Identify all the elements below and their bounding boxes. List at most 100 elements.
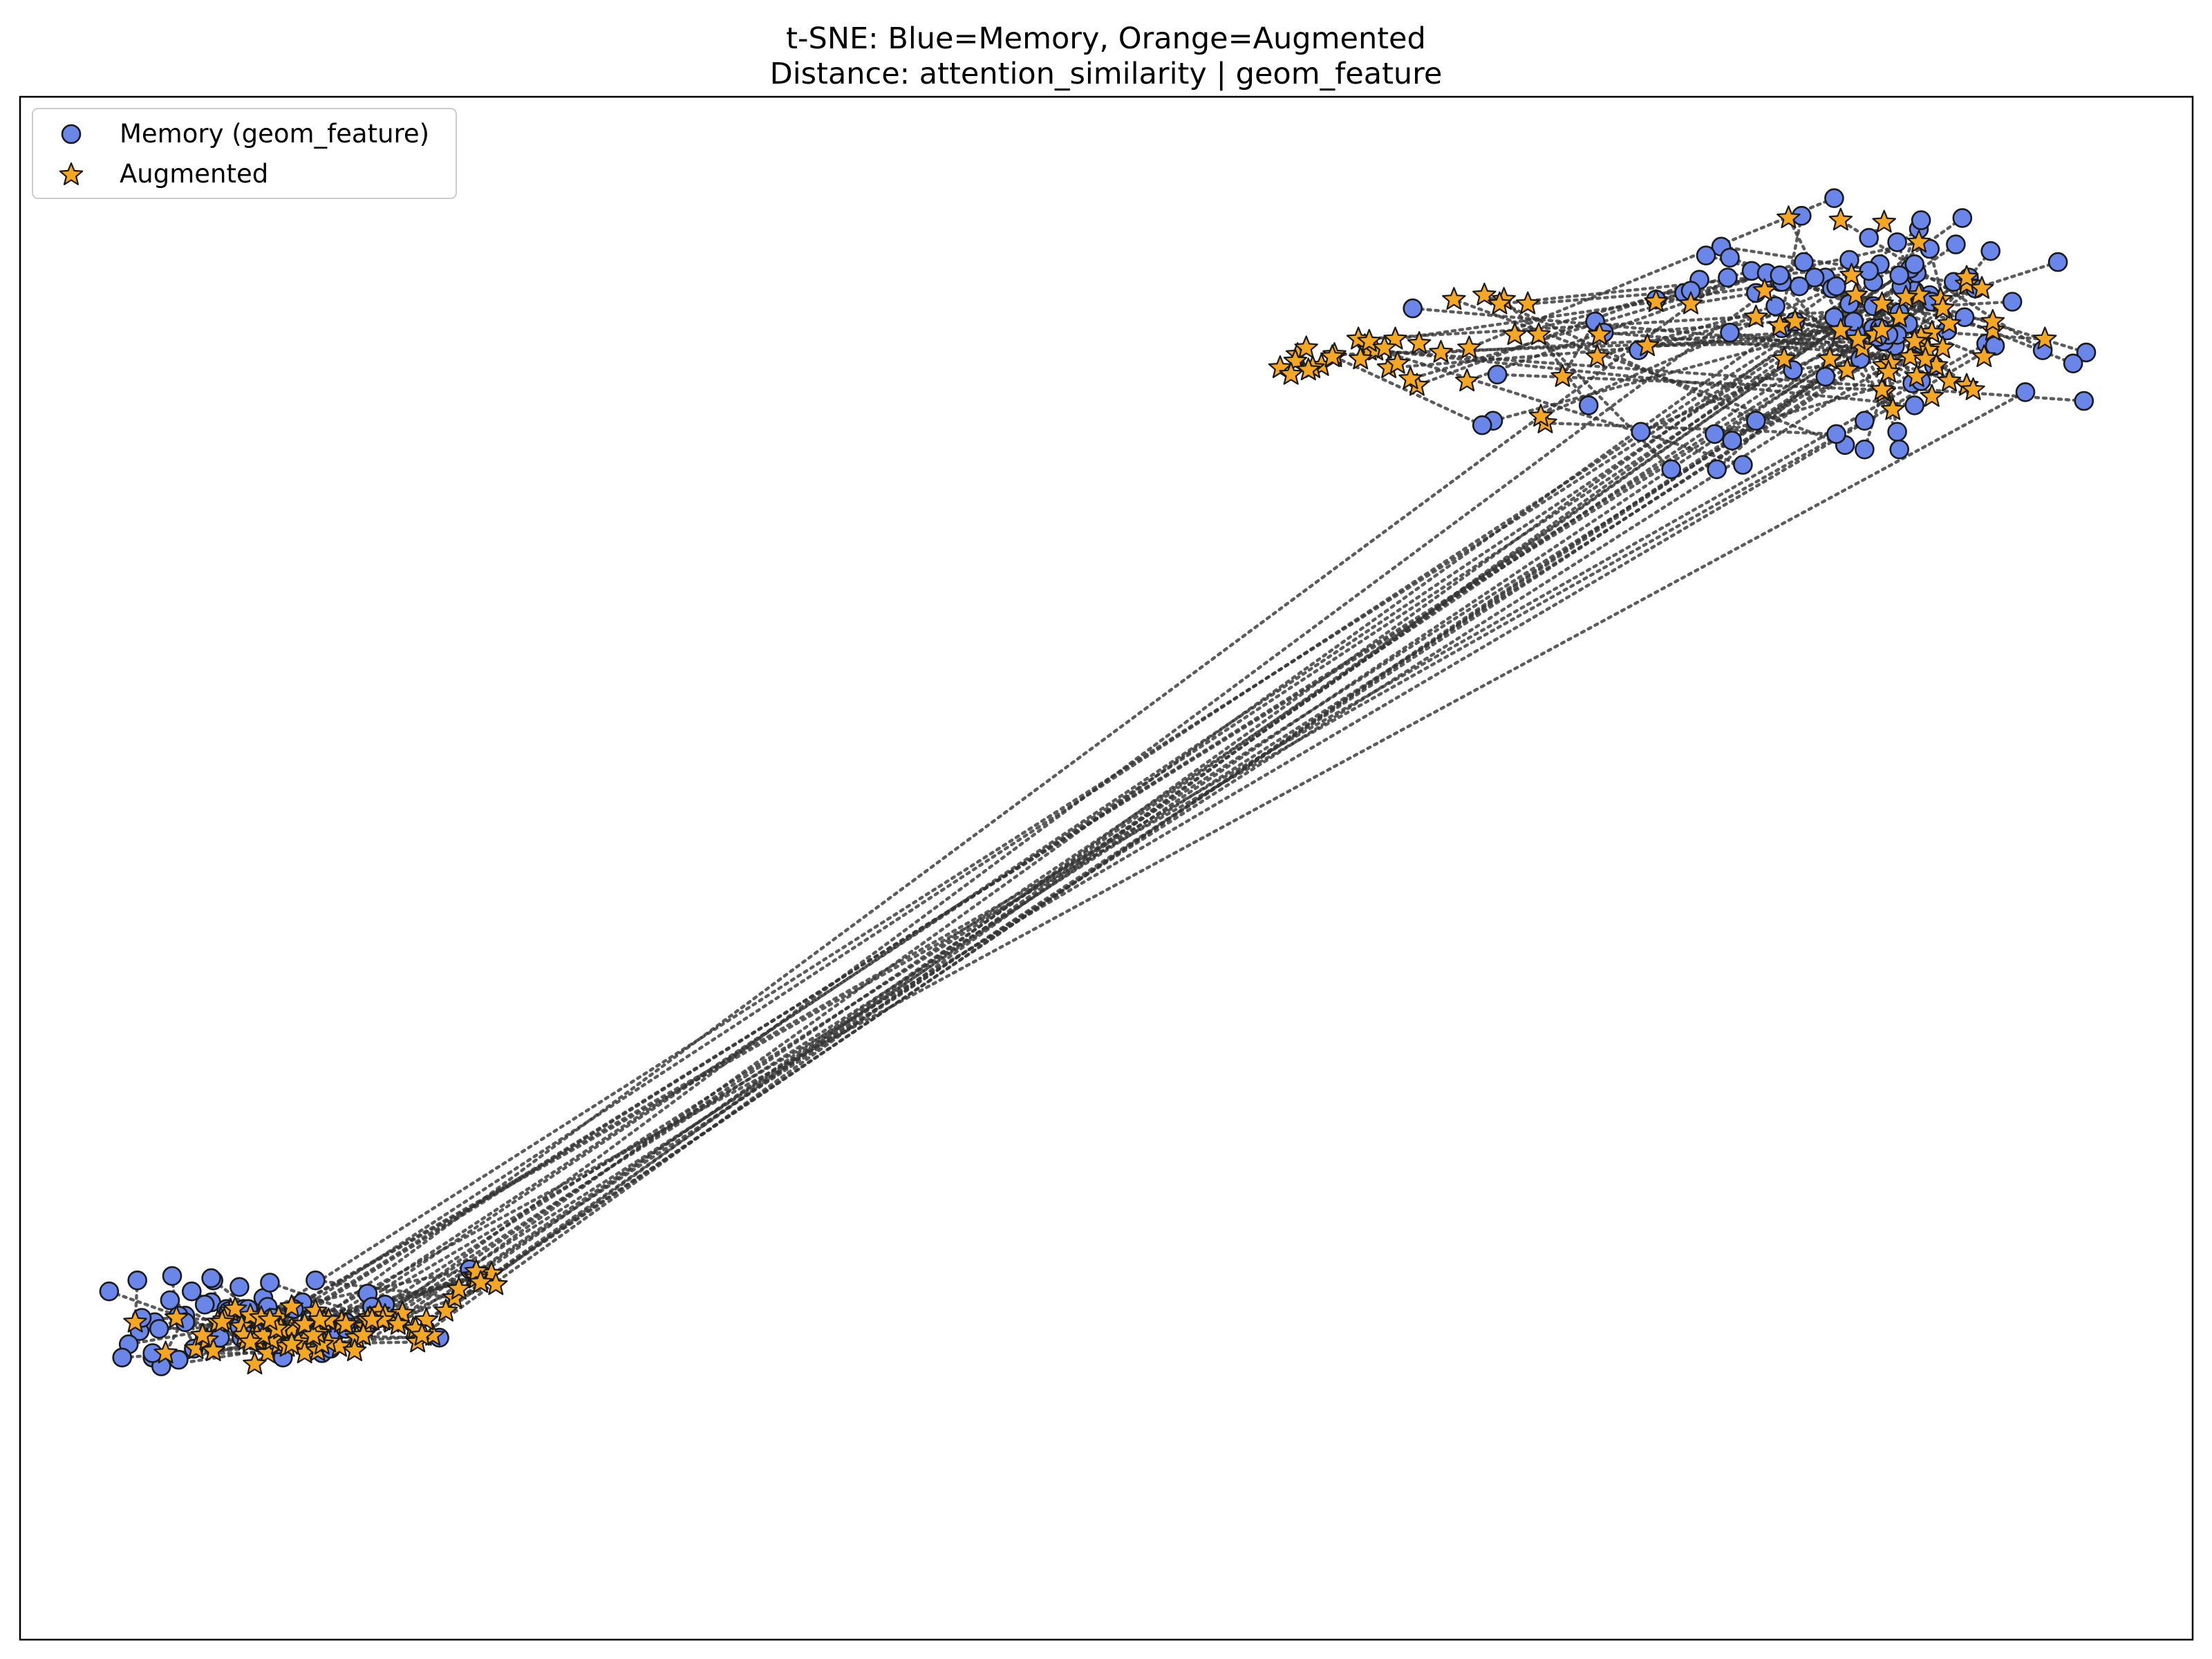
augmented-point bbox=[1937, 368, 1962, 392]
memory-point bbox=[1839, 250, 1859, 270]
connection-line bbox=[1917, 293, 1936, 368]
connection-line bbox=[1645, 339, 1884, 348]
augmented-point bbox=[1752, 278, 1777, 301]
memory-point bbox=[162, 1266, 182, 1286]
augmented-point bbox=[279, 1294, 304, 1318]
augmented-point bbox=[1678, 291, 1703, 315]
memory-point bbox=[1826, 424, 1846, 444]
augmented-point bbox=[1772, 346, 1797, 370]
augmented-point bbox=[1516, 291, 1540, 315]
connection-line bbox=[303, 391, 2027, 1327]
augmented-point bbox=[1920, 384, 1944, 407]
augmented-point bbox=[1407, 331, 1432, 354]
augmented-point bbox=[243, 1351, 267, 1375]
augmented-point bbox=[1457, 335, 1481, 359]
connection-line bbox=[444, 216, 1965, 1313]
augmented-point bbox=[1906, 282, 1931, 306]
connection-line bbox=[1780, 326, 1969, 387]
connection-line bbox=[1882, 364, 1914, 385]
augmented-point bbox=[279, 1331, 304, 1355]
connection-line bbox=[1415, 278, 1701, 387]
augmented-point bbox=[1931, 296, 1955, 319]
augmented-point bbox=[1429, 339, 1453, 363]
augmented-point bbox=[447, 1276, 471, 1300]
augmented-point bbox=[359, 1307, 384, 1331]
augmented-point bbox=[1972, 344, 1996, 368]
connection-line bbox=[318, 276, 1730, 1322]
memory-point bbox=[1696, 245, 1716, 265]
connection-line bbox=[1597, 311, 1901, 337]
augmented-points bbox=[123, 205, 2057, 1375]
connection-line bbox=[268, 341, 1988, 1322]
augmented-point bbox=[210, 1309, 234, 1333]
memory-point bbox=[149, 1319, 169, 1339]
augmented-point bbox=[1503, 322, 1527, 346]
connection-line bbox=[479, 243, 1958, 1284]
connection-line bbox=[274, 276, 1971, 1331]
memory-point bbox=[181, 1281, 202, 1302]
memory-point bbox=[1746, 411, 1766, 431]
augmented-point bbox=[1887, 304, 1911, 328]
augmented-point bbox=[342, 1338, 367, 1362]
memory-point bbox=[1859, 227, 1879, 248]
connection-line bbox=[1895, 333, 1951, 383]
memory-point bbox=[1887, 422, 1907, 442]
augmented-point bbox=[1870, 317, 1894, 341]
augmented-point bbox=[1528, 404, 1553, 427]
augmented-point bbox=[190, 1322, 215, 1346]
augmented-point bbox=[433, 1298, 458, 1322]
augmented-point bbox=[1455, 368, 1479, 392]
augmented-point bbox=[1904, 364, 1929, 387]
augmented-point bbox=[1835, 357, 1859, 381]
memory-point bbox=[127, 1271, 147, 1291]
memory-point bbox=[1980, 241, 2000, 261]
legend-memory-marker bbox=[61, 124, 82, 144]
augmented-point bbox=[1320, 344, 1344, 368]
memory-point bbox=[2063, 353, 2083, 374]
memory-point bbox=[1578, 395, 1599, 415]
memory-point bbox=[1720, 247, 1740, 268]
memory-point bbox=[1815, 366, 1836, 387]
memory-point bbox=[1946, 234, 1966, 254]
memory-point bbox=[260, 1273, 280, 1293]
augmented-point bbox=[1398, 366, 1423, 389]
augmented-point bbox=[1550, 364, 1575, 387]
memory-point bbox=[1661, 459, 1681, 480]
augmented-point bbox=[123, 1309, 147, 1333]
augmented-point bbox=[1839, 263, 1864, 286]
connection-line bbox=[1526, 289, 1693, 306]
memory-point bbox=[1954, 307, 1975, 328]
memory-point bbox=[1889, 265, 1909, 285]
augmented-point bbox=[308, 1307, 332, 1331]
connection-line bbox=[259, 267, 1912, 1320]
connection-line bbox=[1374, 348, 1916, 407]
augmented-point bbox=[1587, 322, 1612, 346]
memory-point bbox=[1911, 210, 1931, 230]
memory-point bbox=[2076, 342, 2097, 363]
augmented-point bbox=[258, 1307, 282, 1331]
augmented-point bbox=[1937, 311, 1962, 335]
augmented-point bbox=[1844, 282, 1868, 306]
memory-point bbox=[194, 1295, 215, 1315]
memory-point bbox=[1794, 252, 1814, 272]
memory-point bbox=[1770, 265, 1790, 285]
augmented-point bbox=[1980, 317, 2005, 341]
augmented-point bbox=[1357, 328, 1382, 352]
connection-line bbox=[1637, 315, 1758, 352]
augmented-point bbox=[351, 1322, 375, 1346]
memory-point bbox=[1472, 415, 1492, 435]
legend-augmented-marker bbox=[59, 162, 84, 185]
augmented-point bbox=[1898, 344, 1922, 368]
memory-point bbox=[1887, 232, 1907, 252]
augmented-point bbox=[1744, 304, 1768, 328]
connection-line bbox=[362, 341, 1923, 1338]
augmented-point bbox=[1385, 350, 1409, 374]
augmented-point bbox=[410, 1322, 434, 1346]
connection-line bbox=[1537, 333, 1591, 407]
memory-point bbox=[1889, 439, 1909, 460]
memory-point bbox=[1718, 268, 1738, 288]
augmented-point bbox=[1906, 229, 1931, 253]
memory-point bbox=[2074, 391, 2094, 411]
memory-point bbox=[2047, 252, 2068, 272]
augmented-point bbox=[1635, 333, 1660, 357]
